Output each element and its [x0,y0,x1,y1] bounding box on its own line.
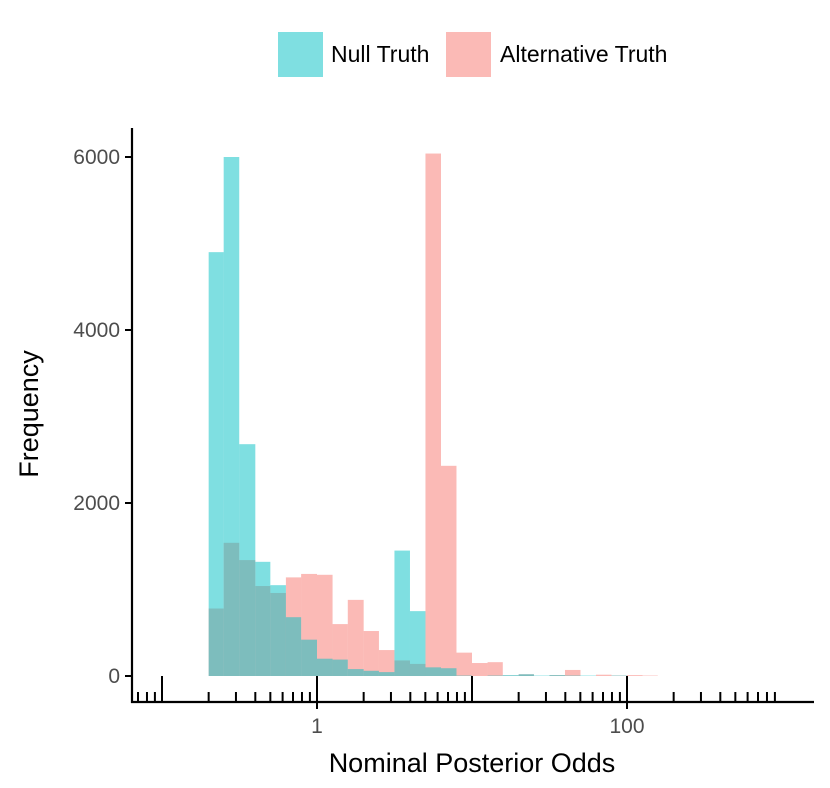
y-tick-label: 4000 [73,319,120,342]
y-tick-label: 6000 [73,146,120,169]
alternative-truth-bar [317,574,333,676]
legend-key-null-truth [278,32,323,77]
null-truth-bar [378,672,395,676]
alternative-truth-bar [627,675,643,676]
null-truth-bar [441,668,457,676]
null-truth-bar [502,675,519,676]
y-tick-label: 2000 [73,492,120,515]
alternative-truth-bar [564,669,581,676]
null-truth-bar [301,639,317,676]
null-truth-bar [285,617,302,676]
y-axis: 0 2000 4000 6000 [73,128,134,703]
null-truth-bar [317,658,333,676]
null-truth-bar [347,669,364,676]
x-axis: 1 100 [131,676,814,738]
alternative-truth-bar [378,650,395,676]
legend-label-null-truth: Null Truth [331,41,429,67]
x-axis-title: Nominal Posterior Odds [329,748,616,778]
null-truth-bars [208,157,627,677]
alternative-truth-bar [472,663,488,676]
legend-label-alternative-truth: Alternative Truth [500,41,667,67]
legend-key-alternative-truth [446,32,491,77]
null-truth-bar [394,550,410,676]
null-truth-bar [363,670,379,676]
null-truth-bar [425,667,441,676]
null-truth-bar [409,611,426,677]
legend: Null Truth Alternative Truth [278,32,667,77]
alternative-truth-bar [456,652,472,676]
alternative-truth-bar [425,153,441,677]
null-truth-bar [223,157,240,676]
alternative-truth-bar [363,631,379,676]
y-axis-title: Frequency [14,350,44,478]
null-truth-bar [518,674,534,676]
null-truth-bar [255,561,271,676]
null-truth-bar [239,444,256,676]
null-truth-bar [549,675,565,676]
alternative-truth-bar [441,465,457,676]
y-tick-label: 0 [108,665,120,688]
x-tick-label: 1 [311,715,323,738]
null-truth-bar [332,659,348,676]
null-truth-bar [208,252,224,676]
alternative-truth-bar [596,674,612,676]
x-tick-label: 100 [609,715,644,738]
alternative-truth-bar [347,599,364,676]
null-truth-bar [270,585,286,676]
alternative-truth-bar [487,662,503,676]
